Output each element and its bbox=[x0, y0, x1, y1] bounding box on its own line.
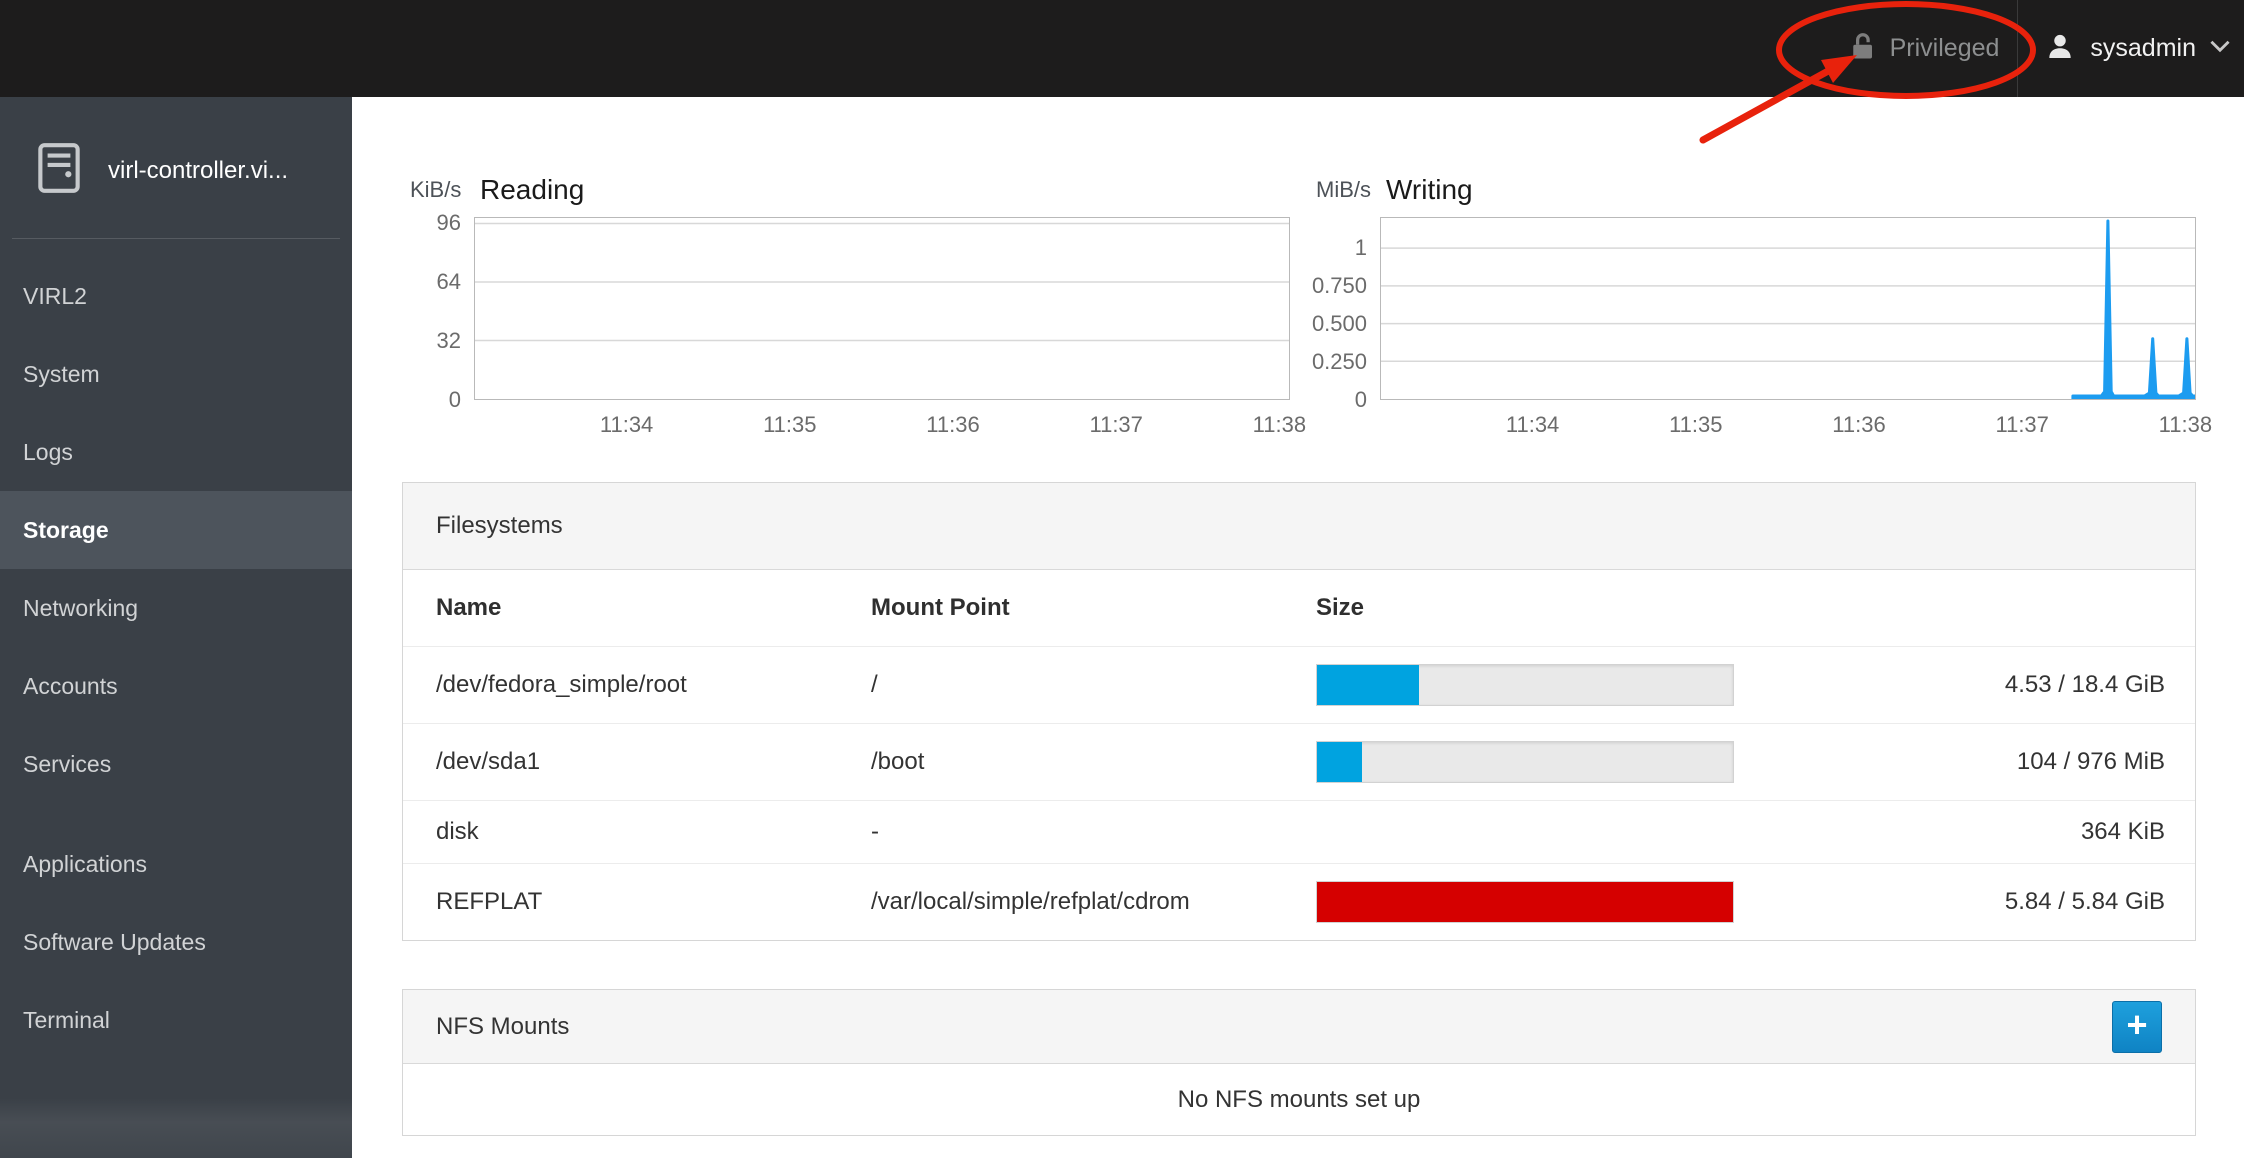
filesystems-title: Filesystems bbox=[436, 512, 563, 539]
sidebar-item-accounts[interactable]: Accounts bbox=[23, 673, 118, 699]
sidebar-divider bbox=[12, 238, 340, 239]
usage-bar bbox=[1316, 881, 1734, 923]
sidebar-item-services[interactable]: Services bbox=[23, 751, 112, 777]
usage-bar-fill bbox=[1317, 742, 1362, 782]
usage-bar bbox=[1316, 664, 1734, 706]
filesystems-panel-header: Filesystems bbox=[403, 483, 2195, 570]
nfs-panel-header: NFS Mounts + bbox=[403, 990, 2195, 1064]
sidebar-bottom-glow bbox=[0, 1098, 352, 1158]
reading-chart: KiB/s Reading 0 32 64 96 11:34 11:35 11:36 11:… bbox=[410, 163, 1307, 442]
writing-x-axis: 11:34 11:35 11:36 11:37 11:38 bbox=[1505, 412, 2213, 437]
filesystem-row[interactable]: /dev/fedora_simple/root / 4.53 / 18.4 Gi… bbox=[403, 646, 2195, 724]
writing-plot-area bbox=[1380, 217, 2196, 400]
sidebar-item-networking[interactable]: Networking bbox=[23, 595, 139, 621]
writing-y-axis: 0 0.250 0.500 0.750 1 bbox=[1311, 234, 1367, 413]
usage-bar-fill bbox=[1317, 882, 1733, 922]
unlock-icon bbox=[1847, 31, 1877, 66]
filesystem-size: 364 KiB bbox=[2080, 818, 2165, 845]
sidebar-item-applications[interactable]: Applications bbox=[23, 851, 148, 877]
filesystems-table: Name Mount Point Size /dev/fedora_simple… bbox=[403, 570, 2195, 940]
nfs-mounts-title: NFS Mounts bbox=[436, 1012, 570, 1040]
filesystem-mount-point: /boot bbox=[871, 723, 1316, 801]
filesystem-size: 104 / 976 MiB bbox=[2016, 748, 2165, 775]
sidebar-item-storage[interactable]: Storage bbox=[0, 491, 352, 569]
user-menu[interactable]: sysadmin bbox=[2018, 30, 2244, 67]
filesystems-panel: Filesystems Name Mount Point Size /dev/f… bbox=[402, 482, 2196, 941]
sidebar-item-virl2[interactable]: VIRL2 bbox=[23, 283, 87, 309]
writing-chart: MiB/s Writing 0 0.250 0.500 0.750 1 11:34 11:… bbox=[1311, 163, 2213, 442]
filesystem-name: REFPLAT bbox=[403, 863, 871, 940]
usage-bar-fill bbox=[1317, 665, 1420, 705]
filesystem-name: disk bbox=[403, 800, 871, 864]
io-charts-row: KiB/s Reading 0 32 64 96 11:34 11:35 11:36 11:… bbox=[410, 163, 2213, 442]
filesystem-mount-point: - bbox=[871, 800, 1316, 864]
user-icon bbox=[2044, 30, 2076, 67]
sidebar-item-terminal[interactable]: Terminal bbox=[23, 1007, 110, 1033]
nfs-mounts-panel: NFS Mounts + No NFS mounts set up bbox=[402, 989, 2196, 1136]
filesystem-row[interactable]: REFPLAT /var/local/simple/refplat/cdrom … bbox=[403, 863, 2195, 940]
usage-bar bbox=[1316, 741, 1734, 783]
filesystem-name: /dev/sda1 bbox=[403, 723, 871, 801]
writing-unit-label: MiB/s bbox=[1316, 177, 1371, 202]
filesystem-mount-point: / bbox=[871, 646, 1316, 724]
sidebar-item-system[interactable]: System bbox=[23, 361, 100, 387]
host-name: virl-controller.vi... bbox=[108, 156, 289, 184]
top-navbar: Privileged sysadmin bbox=[0, 0, 2244, 97]
filesystem-name: /dev/fedora_simple/root bbox=[403, 646, 871, 724]
writing-chart-title: Writing bbox=[1386, 174, 1473, 205]
filesystem-size: 5.84 / 5.84 GiB bbox=[2004, 888, 2165, 915]
sidebar-item-software-updates[interactable]: Software Updates bbox=[23, 929, 206, 955]
add-nfs-mount-button[interactable]: + bbox=[2112, 1000, 2162, 1053]
sidebar: virl-controller.vi... VIRL2 System Logs Sto… bbox=[0, 97, 352, 1158]
reading-plot-area bbox=[474, 217, 1290, 400]
filesystem-size: 4.53 / 18.4 GiB bbox=[2004, 671, 2165, 698]
filesystem-row[interactable]: disk - 364 KiB bbox=[403, 800, 2195, 864]
privileged-label: Privileged bbox=[1889, 34, 2000, 62]
host-selector[interactable]: virl-controller.vi... bbox=[0, 97, 352, 202]
privileged-indicator[interactable]: Privileged bbox=[1847, 31, 2000, 66]
sidebar-item-logs[interactable]: Logs bbox=[23, 439, 73, 465]
main-content: KiB/s Reading 0 32 64 96 11:34 11:35 11:36 11:… bbox=[352, 97, 2244, 1158]
user-name: sysadmin bbox=[2090, 34, 2196, 62]
column-header-name: Name bbox=[436, 594, 502, 621]
server-icon bbox=[30, 139, 88, 202]
reading-x-axis: 11:34 11:35 11:36 11:37 11:38 bbox=[599, 412, 1307, 437]
column-header-mount-point: Mount Point bbox=[871, 594, 1010, 621]
nfs-empty-message: No NFS mounts set up bbox=[1177, 1085, 1421, 1113]
column-header-size: Size bbox=[1316, 594, 1365, 621]
reading-unit-label: KiB/s bbox=[410, 177, 462, 202]
reading-y-axis: 0 32 64 96 bbox=[436, 209, 461, 412]
reading-chart-title: Reading bbox=[480, 174, 585, 205]
filesystem-row[interactable]: /dev/sda1 /boot 104 / 976 MiB bbox=[403, 723, 2195, 801]
sidebar-nav: VIRL2 System Logs Storage Networking Accounts… bbox=[0, 257, 352, 1059]
chevron-down-icon bbox=[2210, 39, 2230, 58]
filesystem-mount-point: /var/local/simple/refplat/cdrom bbox=[871, 863, 1316, 940]
